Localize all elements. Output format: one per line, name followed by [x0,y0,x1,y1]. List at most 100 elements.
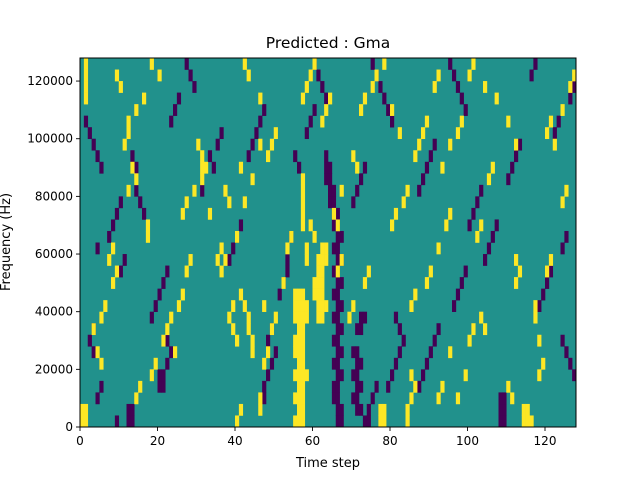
heatmap-cell-low [390,115,395,128]
x-tick-label: 120 [534,434,557,448]
heatmap-cell-low [502,415,507,427]
heatmap-cell-low [351,196,356,209]
heatmap-cell-low [335,288,340,301]
heatmap-cell-high [541,357,546,370]
heatmap-cell-high [533,300,538,312]
heatmap-cell-high [568,81,573,93]
heatmap-cell-high [250,173,255,186]
heatmap-cell-high [258,403,263,416]
heatmap-cell-low [572,369,576,382]
heatmap-cell-high [258,92,263,105]
heatmap-cell-low [467,219,472,232]
heatmap-cell-high [455,127,461,140]
heatmap-cell-low [111,219,116,232]
heatmap-cell-low [165,265,170,278]
heatmap-cell-high [413,150,418,163]
heatmap-cell-high [176,300,182,312]
x-tick-label: 40 [227,434,242,448]
heatmap-cell-low [339,415,344,427]
heatmap-cell-low [126,403,131,416]
heatmap-cell-high [188,254,193,266]
heatmap-cell-high [126,115,131,128]
heatmap-cell-high [161,334,166,347]
heatmap-cell-high [262,300,267,312]
heatmap-cell-high [486,173,492,186]
heatmap-cell-low [452,69,457,82]
y-tick-label: 60000 [35,247,73,261]
heatmap-cell-high [281,277,286,289]
heatmap-cell-low [355,323,360,336]
heatmap-cell-high [428,265,433,278]
heatmap-cell-low [335,323,340,336]
heatmap-cell-low [331,265,337,278]
heatmap-cell-low [428,150,433,163]
heatmap-cell-high [316,265,321,278]
heatmap-cell-low [355,392,360,405]
heatmap-cell-high [308,69,313,82]
heatmap-cell-high [165,323,170,336]
heatmap-cell-high [300,392,306,405]
heatmap-cell-low [95,392,100,405]
heatmap-cell-high [285,242,290,255]
plot-area [79,57,577,428]
heatmap-cell-low [335,380,340,393]
y-tick-label: 20000 [35,362,73,376]
heatmap-cell-high [196,138,201,151]
heatmap-cell-high [432,81,437,93]
heatmap-cell-high [107,254,112,266]
heatmap-cell-low [157,380,162,393]
heatmap-cell-low [351,392,356,405]
heatmap-cell-low [359,357,364,370]
heatmap-cell-high [521,415,526,427]
heatmap-cell-high [382,403,387,416]
heatmap-cell-low [297,161,302,174]
heatmap-cell-low [293,150,298,163]
heatmap-cell-high [149,369,154,382]
heatmap-cell-high [494,92,499,105]
heatmap-cell-high [417,138,422,151]
heatmap-cell-high [83,81,89,93]
heatmap-cell-high [560,104,565,116]
heatmap-cell-high [479,311,484,324]
x-tick-label: 80 [382,434,397,448]
heatmap-cell-low [169,115,174,128]
heatmap-cell-low [533,58,538,70]
heatmap-cell-low [149,311,154,324]
heatmap-cell-high [300,207,306,220]
heatmap-cell-high [506,380,511,393]
heatmap-cell-high [304,242,309,255]
heatmap-cell-low [176,92,182,105]
heatmap-cell-low [424,161,430,174]
heatmap-cell-low [126,415,131,427]
heatmap-cell-low [560,242,565,255]
heatmap-cells [80,58,576,427]
y-axis: 0 20000 40000 60000 80000 100000 120000 [27,74,80,434]
heatmap-cell-high [537,369,542,382]
heatmap-cell-low [564,346,569,359]
heatmap-cell-low [355,184,360,197]
heatmap-cell-high [269,138,275,151]
heatmap-cell-low [359,311,364,324]
heatmap-cell-low [335,207,340,220]
heatmap-cell-high [250,346,255,359]
heatmap-cell-high [83,58,89,70]
heatmap-cell-high [258,392,263,405]
heatmap-cell-low [486,242,492,255]
heatmap-cell-low [370,58,375,70]
heatmap-cell-high [483,323,488,336]
heatmap-cell-high [312,230,317,243]
heatmap-cell-low [324,92,329,105]
heatmap-cell-high [405,403,410,416]
heatmap-cell-high [320,311,325,324]
heatmap-cell-high [231,323,236,336]
heatmap-cell-high [83,69,89,82]
heatmap-cell-high [320,115,325,128]
heatmap-cell-low [114,415,120,427]
heatmap-cell-low [227,254,232,266]
heatmap-cell-low [502,392,507,405]
heatmap-cell-low [498,392,503,405]
heatmap-cell-low [362,311,368,324]
heatmap-cell-high [297,323,302,336]
heatmap-cell-low [114,207,120,220]
heatmap-cell-high [242,300,247,312]
